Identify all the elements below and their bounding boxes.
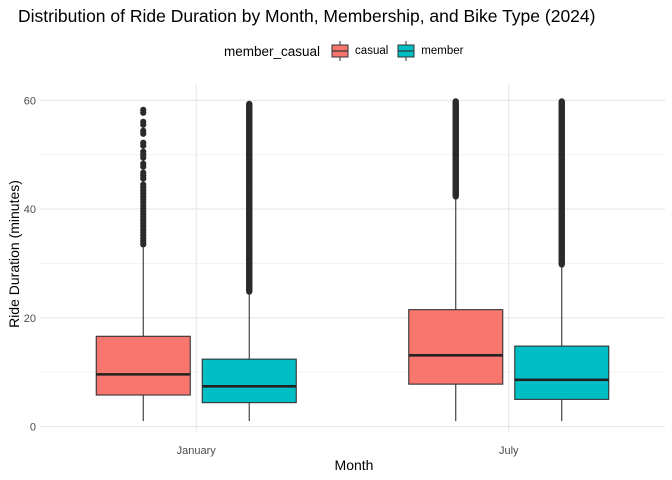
y-tick-label: 20 <box>24 313 36 325</box>
legend-label-casual: casual <box>355 45 389 57</box>
box-casual-july <box>408 309 504 385</box>
y-axis-label: Ride Duration (minutes) <box>6 180 22 328</box>
outlier-point <box>140 127 147 134</box>
legend-title: member_casual <box>224 43 321 59</box>
legend-key-member <box>396 41 416 61</box>
chart-title: Distribution of Ride Duration by Month, … <box>18 6 596 26</box>
outlier-point <box>140 118 147 125</box>
outlier-point <box>452 98 459 105</box>
x-tick-label: January <box>177 445 217 457</box>
y-tick-label: 0 <box>30 422 36 434</box>
outlier-point <box>140 160 147 167</box>
outlier-point <box>140 148 147 155</box>
y-tick-label: 60 <box>24 95 36 107</box>
outlier-point <box>558 98 565 105</box>
outlier-point <box>140 106 147 113</box>
box-casual-january <box>95 335 191 396</box>
legend: member_casual casual member <box>224 41 471 61</box>
outlier-point <box>140 181 147 188</box>
outlier-point <box>246 100 253 107</box>
outlier-point <box>140 139 147 146</box>
x-tick-label: July <box>499 445 519 457</box>
legend-item-casual: casual <box>330 41 388 61</box>
x-axis-label: Month <box>334 457 374 473</box>
legend-key-casual <box>330 41 350 61</box>
y-tick-label: 40 <box>24 204 36 216</box>
legend-item-member: member <box>396 41 463 61</box>
outlier-point <box>140 169 147 176</box>
legend-label-member: member <box>421 45 464 57</box>
box-member-july <box>514 345 610 400</box>
box-member-january <box>201 358 297 404</box>
